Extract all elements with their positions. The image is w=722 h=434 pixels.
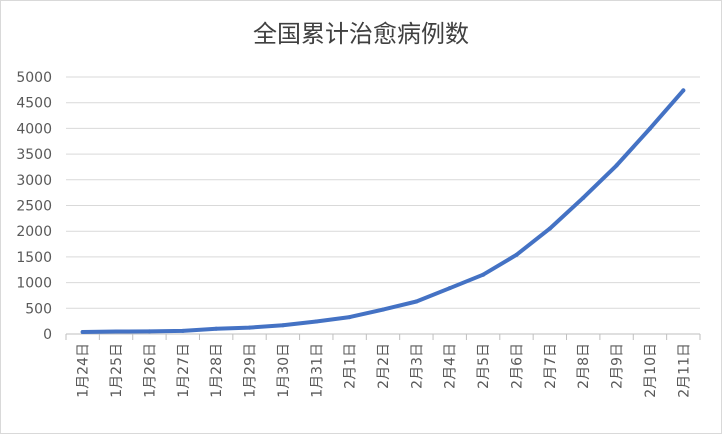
x-tick-label: 2月5日	[476, 343, 492, 389]
x-tick-label: 1月31日	[309, 343, 325, 398]
data-point	[314, 319, 319, 324]
data-point	[214, 326, 219, 331]
y-tick-label: 3500	[16, 147, 52, 163]
x-axis	[65, 333, 701, 340]
data-point	[447, 286, 452, 291]
data-point	[581, 195, 586, 200]
y-tick-label: 4000	[16, 121, 52, 137]
data-point	[614, 163, 619, 168]
data-point	[414, 299, 419, 304]
x-tick-label: 1月29日	[243, 343, 259, 398]
x-tick-label: 1月25日	[109, 343, 125, 398]
y-axis-tick-labels: 0 500 1000 1500 2000 2500 3000 3500 4000 4500 5000	[16, 70, 52, 343]
x-tick-label: 2月10日	[643, 343, 659, 398]
x-tick-label: 2月6日	[509, 343, 525, 389]
data-point	[481, 272, 486, 277]
data-point	[180, 328, 185, 333]
x-tick-label: 2月3日	[409, 343, 425, 389]
x-tick-label: 2月1日	[343, 343, 359, 389]
y-tick-label: 2500	[16, 199, 52, 215]
x-tick-label: 2月4日	[443, 343, 459, 389]
x-axis-tick-labels: 1月24日 1月25日 1月26日 1月27日 1月28日 1月29日 1月30日 1月31日…	[76, 343, 693, 398]
y-tick-label: 5000	[16, 70, 52, 86]
data-point	[280, 323, 285, 328]
y-tick-label: 4500	[16, 96, 52, 112]
chart-title: 全国累计治愈病例数	[253, 20, 469, 48]
y-tick-label: 3000	[16, 173, 52, 189]
data-point	[381, 307, 385, 312]
data-point	[80, 330, 85, 335]
data-point	[681, 88, 686, 93]
data-point	[247, 325, 252, 330]
data-point	[514, 252, 519, 257]
x-tick-label: 2月7日	[543, 343, 559, 389]
x-tick-label: 1月24日	[76, 343, 92, 398]
data-point	[147, 329, 152, 334]
data-point	[114, 329, 119, 334]
x-tick-label: 2月2日	[376, 343, 392, 389]
data-point	[347, 315, 352, 320]
series-line	[80, 88, 686, 334]
x-tick-label: 2月8日	[576, 343, 592, 389]
y-tick-label: 0	[43, 327, 52, 343]
y-tick-label: 1000	[16, 276, 52, 292]
x-tick-label: 2月9日	[610, 343, 626, 389]
data-point	[547, 226, 552, 231]
y-tick-label: 2000	[16, 224, 52, 240]
y-tick-label: 1500	[16, 250, 52, 266]
gridlines	[66, 76, 700, 309]
x-tick-label: 1月30日	[276, 343, 292, 398]
y-tick-label: 500	[25, 301, 52, 317]
series-group	[80, 88, 686, 335]
x-tick-label: 2月11日	[676, 343, 692, 398]
x-tick-label: 1月27日	[176, 343, 192, 398]
data-point	[647, 126, 652, 131]
x-tick-label: 1月26日	[142, 343, 158, 398]
x-tick-label: 1月28日	[209, 343, 225, 398]
